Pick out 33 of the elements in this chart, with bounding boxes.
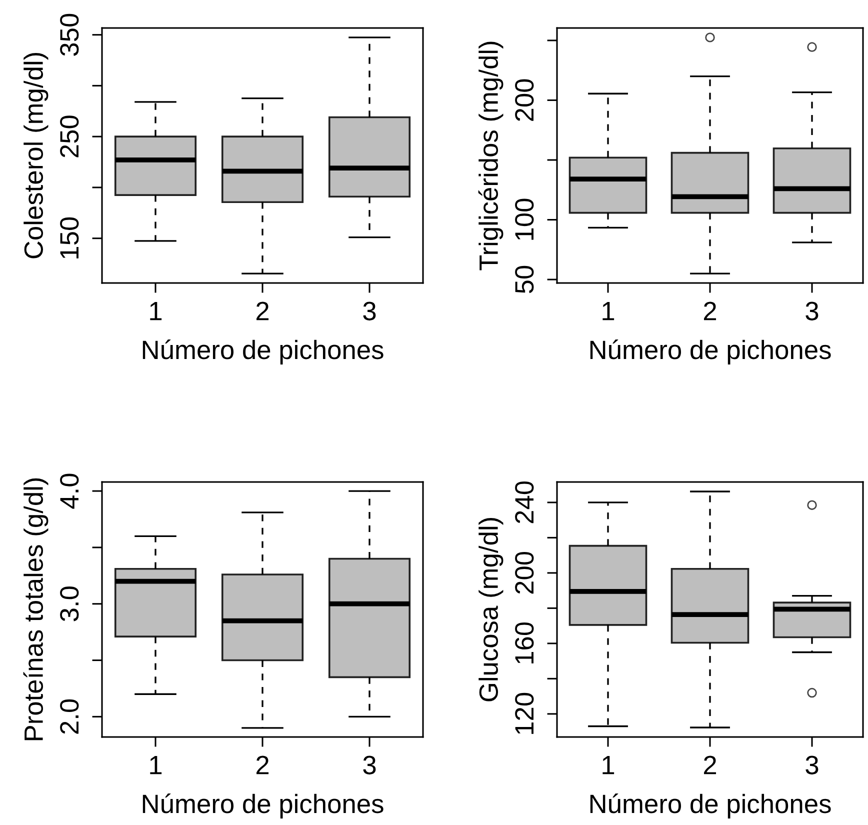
x-tick-label: 3 (363, 302, 376, 320)
x-tick-label: 3 (363, 756, 376, 774)
x-tick-label: 2 (256, 302, 269, 320)
x-tick-label: 2 (256, 756, 269, 774)
x-tick-label: 3 (806, 302, 818, 320)
y-tick-label: 2.0 (60, 699, 79, 734)
x-axis-title: Número de pichones (590, 794, 831, 818)
y-axis-title: Triglicéridos (mg/dl) (478, 42, 504, 270)
y-tick-label: 100 (515, 198, 534, 240)
y-axis-title: Colesterol (mg/dl) (24, 53, 48, 258)
y-tick-label: 240 (515, 481, 534, 524)
x-axis-title: Número de pichones (142, 340, 384, 364)
x-tick-label: 3 (806, 756, 818, 774)
y-tick-label: 250 (60, 116, 79, 158)
x-axis-title: Número de pichones (142, 794, 384, 818)
x-tick-label: 2 (704, 302, 716, 320)
x-tick-label: 1 (150, 756, 162, 774)
y-axis-title: Proteínas totales (g/dl) (23, 478, 48, 740)
y-tick-label: 120 (515, 692, 534, 734)
x-tick-label: 1 (602, 302, 614, 320)
x-tick-label: 2 (704, 756, 716, 774)
y-tick-label: 200 (515, 79, 534, 121)
y-tick-label: 160 (515, 622, 534, 664)
y-tick-label: 350 (60, 14, 79, 56)
y-tick-label: 3.0 (60, 586, 79, 622)
x-tick-label: 1 (602, 756, 614, 774)
y-tick-label: 50 (515, 266, 534, 294)
x-axis-title: Número de pichones (590, 340, 831, 364)
x-tick-label: 1 (150, 302, 162, 320)
y-tick-label: 4.0 (60, 474, 79, 509)
y-tick-label: 150 (60, 217, 79, 258)
y-tick-label: 200 (515, 552, 534, 594)
y-axis-title: Glucosa (mg/dl) (478, 518, 504, 702)
